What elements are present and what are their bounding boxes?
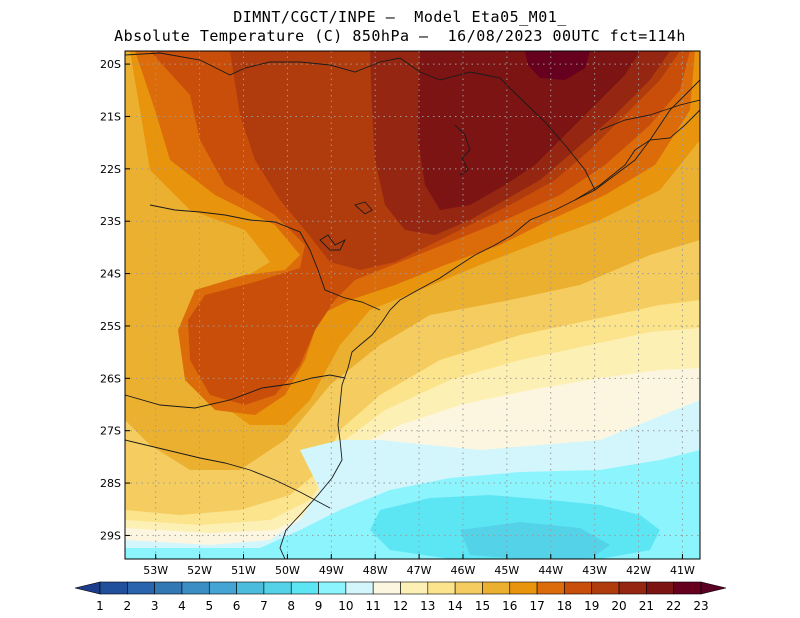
colorbar-level-label: 2 (123, 599, 131, 613)
state-border-sp-pr (149, 204, 381, 311)
lon-tick-label: 44W (538, 564, 563, 577)
colorbar-swatch (646, 581, 674, 595)
colorbar-swatch (318, 581, 347, 595)
coastline (279, 109, 700, 559)
coastline-and-borders (125, 52, 700, 559)
lat-tick-label: 29S (100, 529, 121, 542)
colorbar-level-label: 13 (420, 599, 435, 613)
lon-tick-label: 53W (143, 564, 168, 577)
lat-tick-label: 27S (100, 425, 121, 438)
lat-tick-label: 26S (100, 372, 121, 385)
colorbar-level-label: 16 (502, 599, 517, 613)
colorbar-swatch (263, 581, 292, 595)
state-border-mg-sp (125, 52, 596, 201)
colorbar-swatch (154, 581, 183, 595)
colorbar-level-label: 8 (287, 599, 295, 613)
colorbar-swatch (127, 581, 155, 595)
longitude-labels: 53W 52W 51W 50W 49W 48W 47W 46W 45W 44W 43W 42W 41W (143, 564, 695, 577)
lat-tick-label: 23S (100, 215, 121, 228)
colorbar-swatch (427, 581, 456, 595)
colorbar-swatch (564, 581, 593, 595)
grid-lines (125, 51, 700, 559)
colorbar-labels: 1 2 3 4 5 6 7 8 9 10 11 12 13 14 15 16 17 18 19 20 21 22 23 (96, 599, 708, 613)
colorbar-level-label: 14 (447, 599, 462, 613)
colorbar-level-label: 5 (205, 599, 213, 613)
colorbar-level-label: 18 (557, 599, 572, 613)
lon-tick-label: 51W (231, 564, 256, 577)
lat-tick-label: 20S (100, 58, 121, 71)
lon-tick-label: 52W (187, 564, 212, 577)
state-border-east (599, 99, 700, 131)
colorbar-level-label: 3 (151, 599, 159, 613)
colorbar-level-label: 1 (96, 599, 104, 613)
colorbar-swatch (181, 581, 210, 595)
colorbar-swatch (345, 581, 374, 595)
colorbar-swatch (591, 581, 620, 595)
lake-1 (319, 234, 347, 251)
lat-tick-label: 28S (100, 477, 121, 490)
lat-tick-label: 22S (100, 163, 121, 176)
state-border-mg-rj (594, 79, 700, 191)
colorbar-level-label: 20 (611, 599, 626, 613)
colorbar-swatch (290, 581, 319, 595)
colorbar-level-label: 21 (639, 599, 654, 613)
lat-tick-label: 25S (100, 320, 121, 333)
colorbar-swatch (99, 581, 128, 595)
state-border-pr-sc (125, 374, 346, 409)
colorbar-arrow-high (700, 581, 727, 595)
zone-23 (525, 51, 590, 80)
colorbar-swatch (536, 581, 565, 595)
lon-tick-label: 48W (363, 564, 388, 577)
colorbar-swatch (400, 581, 429, 595)
lon-tick-label: 41W (670, 564, 695, 577)
zone-8 (460, 522, 610, 559)
colorbar-swatch (673, 581, 702, 595)
lon-tick-label: 49W (319, 564, 344, 577)
colorbar-level-label: 4 (178, 599, 186, 613)
temperature-field (125, 51, 700, 559)
colorbar-level-label: 11 (366, 599, 381, 613)
lon-tick-label: 50W (275, 564, 300, 577)
colorbar-swatch (482, 581, 511, 595)
colorbar-swatch (372, 581, 401, 595)
lon-tick-label: 46W (451, 564, 476, 577)
lat-tick-label: 21S (100, 110, 121, 123)
colorbar-level-label: 22 (666, 599, 681, 613)
lon-tick-label: 43W (582, 564, 607, 577)
colorbar-level-label: 7 (260, 599, 268, 613)
colorbar-level-label: 12 (393, 599, 408, 613)
map-frame (124, 50, 701, 560)
colorbar (74, 581, 727, 595)
lon-tick-label: 42W (626, 564, 651, 577)
colorbar-arrow-low (74, 581, 101, 595)
state-border-sc-rs (125, 439, 331, 509)
lon-tick-label: 47W (407, 564, 432, 577)
colorbar-level-label: 15 (475, 599, 490, 613)
lake-2 (454, 124, 471, 176)
colorbar-level-label: 23 (693, 599, 708, 613)
lat-tick-label: 24S (100, 268, 121, 281)
colorbar-swatch (618, 581, 647, 595)
colorbar-swatch (208, 581, 237, 595)
colorbar-level-label: 6 (233, 599, 241, 613)
colorbar-level-label: 9 (315, 599, 323, 613)
colorbar-level-label: 10 (338, 599, 353, 613)
colorbar-swatch (454, 581, 483, 595)
colorbar-level-label: 17 (529, 599, 544, 613)
colorbar-swatch (509, 581, 538, 595)
latitude-labels: 20S 21S 22S 23S 24S 25S 26S 27S 28S 29S (100, 58, 121, 542)
lon-tick-label: 45W (494, 564, 519, 577)
map-title-line-2: Absolute Temperature (C) 850hPa – 16/08/… (114, 27, 686, 45)
zone-22 (418, 51, 640, 210)
map-title-line-1: DIMNT/CGCT/INPE – Model Eta05_M01_ (233, 8, 567, 26)
lake-3 (354, 201, 373, 215)
colorbar-level-label: 19 (584, 599, 599, 613)
colorbar-swatch (236, 581, 265, 595)
